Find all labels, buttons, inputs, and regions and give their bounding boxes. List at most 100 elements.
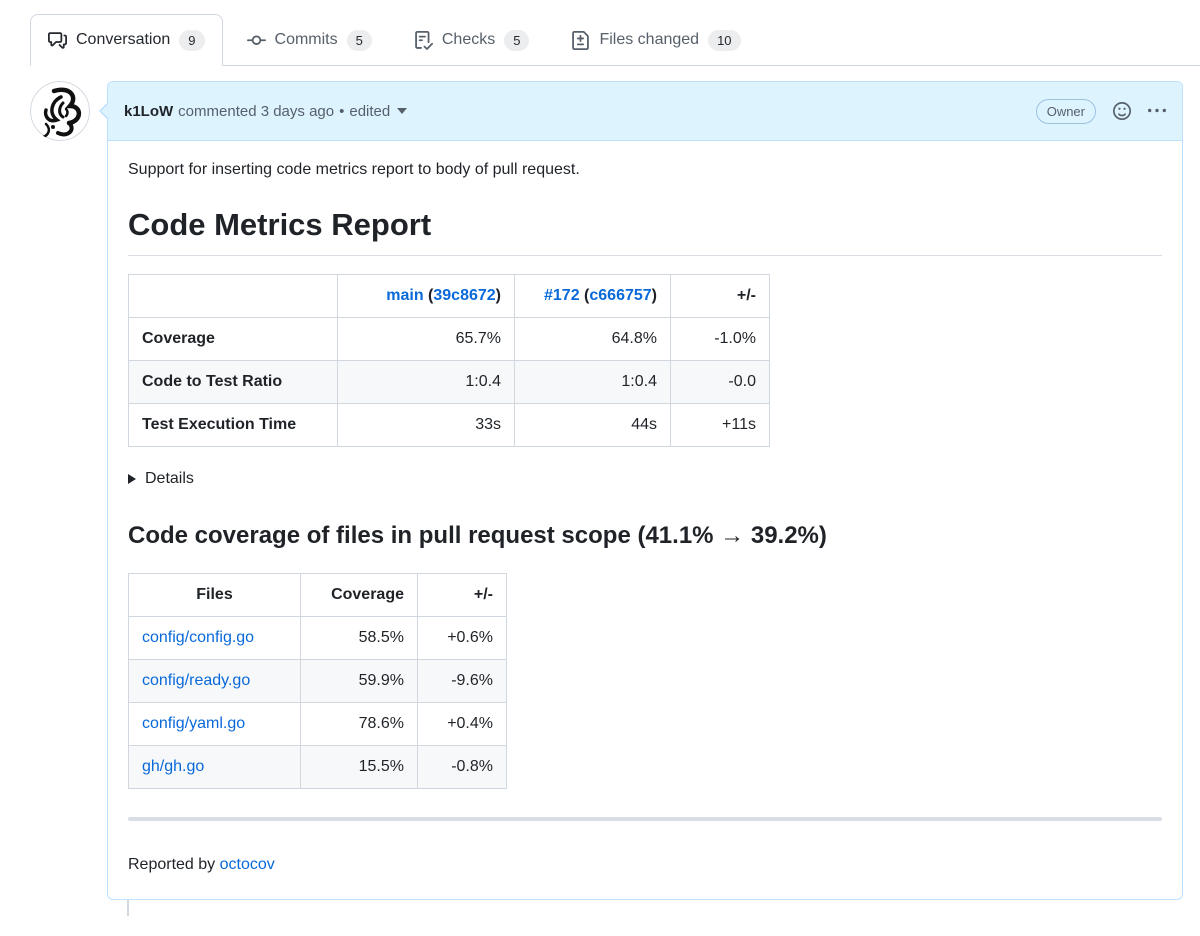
metric-pr-value: 44s — [514, 402, 671, 447]
metric-label: Code to Test Ratio — [128, 359, 338, 404]
file-link[interactable]: gh/gh.go — [142, 757, 205, 775]
file-link[interactable]: config/ready.go — [142, 671, 251, 689]
metric-label: Coverage — [128, 316, 338, 361]
main-branch-link[interactable]: main — [386, 286, 424, 304]
table-row: config/ready.go 59.9% -9.6% — [128, 658, 507, 703]
comment-options-button[interactable] — [1148, 102, 1166, 120]
metrics-header-main: main (39c8672) — [337, 273, 515, 318]
metric-pr-value: 64.8% — [514, 316, 671, 361]
file-coverage-value: 58.5% — [300, 615, 418, 660]
metric-main-value: 65.7% — [337, 316, 515, 361]
files-header: Files — [128, 572, 301, 617]
tab-conversation-counter: 9 — [179, 29, 205, 51]
tab-checks-counter: 5 — [504, 29, 530, 51]
metric-label: Test Execution Time — [128, 402, 338, 447]
metric-diff-value: -1.0% — [670, 316, 770, 361]
pr-sha-link[interactable]: c666757 — [589, 286, 652, 304]
divider — [128, 816, 1162, 821]
details-marker-icon — [128, 473, 136, 484]
table-row: Coverage 65.7% 64.8% -1.0% — [128, 316, 770, 361]
report-title: Code Metrics Report — [128, 206, 1162, 256]
tab-checks-label: Checks — [441, 31, 496, 48]
file-cell: gh/gh.go — [128, 744, 301, 789]
file-coverage-value: 59.9% — [300, 658, 418, 703]
owner-badge: Owner — [1035, 98, 1096, 124]
pull-request-tabnav: Conversation 9 Commits 5 Checks 5 Files … — [30, 14, 1200, 66]
table-row: gh/gh.go 15.5% -0.8% — [128, 744, 507, 789]
smiley-icon — [1113, 102, 1131, 120]
details-summary[interactable]: Details — [128, 467, 1162, 491]
comment-header-actions: Owner — [1035, 98, 1166, 124]
file-cell: config/config.go — [128, 615, 301, 660]
paren: ( — [584, 286, 590, 304]
file-diff-value: +0.6% — [417, 615, 507, 660]
metric-main-value: 1:0.4 — [337, 359, 515, 404]
meta-dot-separator: • — [339, 102, 345, 120]
tab-conversation[interactable]: Conversation 9 — [30, 14, 223, 66]
details-disclosure: Details — [128, 467, 1162, 491]
files-table-header-row: Files Coverage +/- — [128, 572, 507, 617]
tab-files-changed[interactable]: Files changed 10 — [553, 14, 758, 66]
tab-commits-counter: 5 — [346, 29, 372, 51]
metric-main-value: 33s — [337, 402, 515, 447]
coverage-header: Coverage — [300, 572, 418, 617]
file-coverage-value: 78.6% — [300, 701, 418, 746]
metrics-header-diff: +/- — [670, 273, 770, 318]
add-reaction-button[interactable] — [1113, 102, 1131, 120]
comment-box: k1LoW commented 3 days ago • edited Owne… — [99, 81, 1183, 900]
octocov-link[interactable]: octocov — [219, 855, 275, 873]
avatar[interactable] — [30, 81, 90, 141]
timeline-comment: k1LoW commented 3 days ago • edited Owne… — [30, 81, 1183, 900]
main-sha-link[interactable]: 39c8672 — [433, 286, 496, 304]
comment-header: k1LoW commented 3 days ago • edited Owne… — [108, 82, 1182, 141]
file-diff-value: -0.8% — [417, 744, 507, 789]
kebab-horizontal-icon — [1148, 108, 1166, 113]
avatar-image — [30, 81, 90, 141]
metrics-header-empty — [128, 273, 338, 318]
comment-discussion-icon — [48, 31, 67, 49]
comment-body: Support for inserting code metrics repor… — [108, 141, 1182, 899]
file-cell: config/ready.go — [128, 658, 301, 703]
file-diff-value: +0.4% — [417, 701, 507, 746]
table-row: config/yaml.go 78.6% +0.4% — [128, 701, 507, 746]
coverage-heading: Code coverage of files in pull request s… — [128, 521, 827, 549]
reported-by-text: Reported by — [128, 855, 216, 873]
file-coverage-value: 15.5% — [300, 744, 418, 789]
edited-dropdown[interactable]: edited — [349, 102, 408, 120]
table-row: Test Execution Time 33s 44s +11s — [128, 402, 770, 447]
details-label: Details — [145, 469, 194, 487]
comment-intro-text: Support for inserting code metrics repor… — [128, 161, 580, 178]
edited-label: edited — [349, 102, 391, 120]
report-footer: Reported by octocov — [128, 853, 1162, 877]
file-link[interactable]: config/yaml.go — [142, 714, 246, 732]
git-commit-icon — [246, 34, 266, 45]
metric-diff-value: +11s — [670, 402, 770, 447]
tab-checks[interactable]: Checks 5 — [396, 14, 548, 66]
metrics-table-header-row: main (39c8672) #172 (c666757) +/- — [128, 273, 770, 318]
metrics-header-pr: #172 (c666757) — [514, 273, 671, 318]
diff-header: +/- — [417, 572, 507, 617]
paren: ) — [651, 286, 657, 304]
checklist-icon — [415, 30, 433, 50]
metrics-table: main (39c8672) #172 (c666757) +/- Covera… — [128, 273, 770, 447]
tab-commits[interactable]: Commits 5 — [229, 14, 390, 66]
file-diff-value: -9.6% — [417, 658, 507, 703]
comment-timestamp-link[interactable]: commented 3 days ago — [178, 102, 335, 120]
comment-author-link[interactable]: k1LoW — [124, 102, 174, 120]
tab-files-changed-counter: 10 — [708, 29, 741, 51]
file-cell: config/yaml.go — [128, 701, 301, 746]
table-row: Code to Test Ratio 1:0.4 1:0.4 -0.0 — [128, 359, 770, 404]
tab-conversation-label: Conversation — [76, 31, 171, 48]
metric-diff-value: -0.0 — [670, 359, 770, 404]
paren: ( — [428, 286, 434, 304]
tab-commits-label: Commits — [274, 31, 338, 48]
chevron-down-icon — [397, 108, 408, 114]
file-link[interactable]: config/config.go — [142, 628, 255, 646]
file-diff-icon — [572, 30, 590, 50]
timeline-connector — [127, 899, 129, 916]
paren: ) — [495, 286, 501, 304]
files-coverage-table: Files Coverage +/- config/config.go 58.5… — [128, 572, 507, 789]
pr-ref-link[interactable]: #172 — [544, 286, 580, 304]
table-row: config/config.go 58.5% +0.6% — [128, 615, 507, 660]
tab-files-changed-label: Files changed — [599, 31, 700, 48]
